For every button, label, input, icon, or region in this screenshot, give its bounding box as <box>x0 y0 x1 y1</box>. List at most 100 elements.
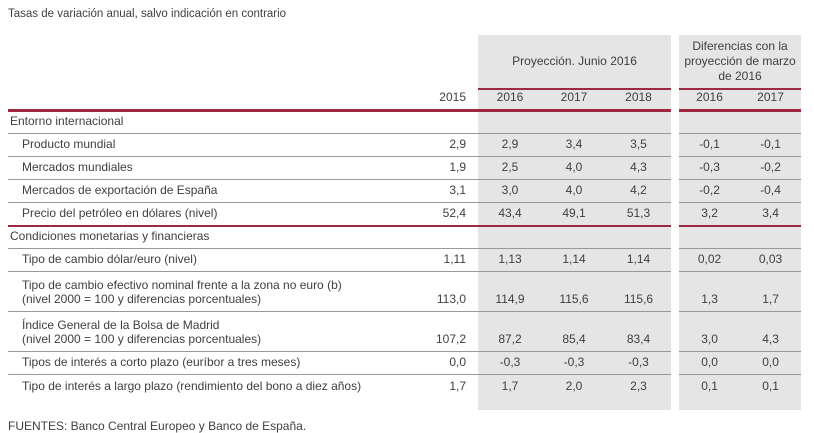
empty-cell <box>478 224 542 249</box>
value-cell: 4,0 <box>542 179 606 203</box>
value-cell: 51,3 <box>606 202 672 226</box>
value-cell: 0,02 <box>679 248 741 272</box>
table-row-section: Entorno internacional <box>8 109 802 134</box>
column-gap <box>671 133 680 157</box>
column-group-header-row: Proyección. Junio 2016 Diferencias con l… <box>8 35 802 90</box>
row-label: Tipos de interés a corto plazo (euríbor … <box>8 351 412 375</box>
empty-cell <box>679 224 741 249</box>
table-row: Mercados mundiales 1,9 2,5 4,0 4,3 -0,3 … <box>8 156 802 180</box>
empty-cell <box>478 397 542 410</box>
value-cell: 1,7 <box>478 374 542 398</box>
section-label: Condiciones monetarias y financieras <box>8 224 412 249</box>
empty-cell <box>412 398 478 410</box>
value-cell: 114,9 <box>478 271 542 312</box>
value-cell: -0,1 <box>740 133 802 157</box>
value-cell: 1,13 <box>478 248 542 272</box>
row-label: Tipo de cambio dólar/euro (nivel) <box>8 248 412 272</box>
value-cell: 4,3 <box>606 156 672 180</box>
value-cell: 107,2 <box>412 311 478 352</box>
value-cell: 115,6 <box>542 271 606 312</box>
value-cell: 0,0 <box>412 351 478 375</box>
value-cell: 113,0 <box>412 271 478 312</box>
row-label: Índice General de la Bolsa de Madrid (ni… <box>8 311 412 352</box>
table-row: Tipo de cambio dólar/euro (nivel) 1,11 1… <box>8 248 802 272</box>
value-cell: 2,0 <box>542 374 606 398</box>
table-row: Mercados de exportación de España 3,1 3,… <box>8 179 802 203</box>
year-header: 2017 <box>542 89 606 111</box>
empty-cell <box>478 109 542 134</box>
empty-cell <box>679 397 741 410</box>
value-cell: 87,2 <box>478 311 542 352</box>
value-cell: 3,2 <box>679 202 741 226</box>
row-label: Mercados mundiales <box>8 156 412 180</box>
empty-cell <box>542 109 606 134</box>
table-row: Tipo de cambio efectivo nominal frente a… <box>8 271 802 312</box>
empty-cell <box>542 397 606 410</box>
row-label: Precio del petróleo en dólares (nivel) <box>8 202 412 226</box>
empty-cell <box>8 398 412 410</box>
value-cell: 2,3 <box>606 374 672 398</box>
value-cell: 3,0 <box>679 311 741 352</box>
empty-cell <box>606 109 672 134</box>
empty-cell <box>412 35 478 89</box>
column-group-header-differences: Diferencias con la proyección de marzo d… <box>679 35 802 90</box>
value-cell: 0,0 <box>679 351 741 375</box>
empty-cell <box>8 35 412 89</box>
value-cell: -0,1 <box>679 133 741 157</box>
table-row-section: Condiciones monetarias y financieras <box>8 224 802 249</box>
column-gap <box>671 311 680 352</box>
column-gap <box>671 35 680 89</box>
value-cell: 0,1 <box>740 374 802 398</box>
value-cell: 3,1 <box>412 179 478 203</box>
table-footer-spacer <box>8 397 802 410</box>
value-cell: 49,1 <box>542 202 606 226</box>
value-cell: -0,3 <box>478 351 542 375</box>
year-header: 2018 <box>606 89 672 111</box>
section-label: Entorno internacional <box>8 109 412 134</box>
value-cell: -0,3 <box>679 156 741 180</box>
value-cell: 2,9 <box>478 133 542 157</box>
column-gap <box>671 271 680 312</box>
column-gap <box>671 179 680 203</box>
empty-cell <box>8 89 412 111</box>
value-cell: -0,4 <box>740 179 802 203</box>
column-gap <box>671 374 680 398</box>
value-cell: 1,14 <box>606 248 672 272</box>
projections-table: Proyección. Junio 2016 Diferencias con l… <box>8 35 802 410</box>
value-cell: 43,4 <box>478 202 542 226</box>
year-header: 2015 <box>439 90 466 104</box>
row-label: Tipo de cambio efectivo nominal frente a… <box>8 271 412 312</box>
value-cell: 1,9 <box>412 156 478 180</box>
value-cell: 0,1 <box>679 374 741 398</box>
table-note: Tasas de variación anual, salvo indicaci… <box>8 8 287 20</box>
row-label: Mercados de exportación de España <box>8 179 412 203</box>
row-label-line1: Índice General de la Bolsa de Madrid <box>22 318 220 332</box>
table-row: Producto mundial 2,9 2,9 3,4 3,5 -0,1 -0… <box>8 133 802 157</box>
value-cell: -0,3 <box>542 351 606 375</box>
column-gap <box>671 202 680 226</box>
column-gap <box>671 110 680 134</box>
value-cell: 85,4 <box>542 311 606 352</box>
value-cell: 52,4 <box>412 202 478 226</box>
value-cell: 1,11 <box>412 248 478 272</box>
empty-cell <box>740 397 802 410</box>
value-cell: 1,7 <box>740 271 802 312</box>
column-gap <box>671 156 680 180</box>
value-cell: 4,2 <box>606 179 672 203</box>
row-label: Producto mundial <box>8 133 412 157</box>
row-label: Tipo de interés a largo plazo (rendimien… <box>8 374 412 398</box>
year-header-row: 2015 2016 2017 2018 2016 2017 <box>8 89 802 111</box>
year-header: 2016 <box>478 89 542 111</box>
value-cell: 4,0 <box>542 156 606 180</box>
empty-cell <box>740 224 802 249</box>
row-label-line2: (nivel 2000 = 100 y diferencias porcentu… <box>22 292 262 306</box>
year-header: 2017 <box>740 89 802 111</box>
table-row: Precio del petróleo en dólares (nivel) 5… <box>8 202 802 226</box>
value-cell: 2,5 <box>478 156 542 180</box>
table-row: Índice General de la Bolsa de Madrid (ni… <box>8 311 802 352</box>
column-gap <box>671 225 680 249</box>
empty-cell <box>740 109 802 134</box>
column-gap <box>671 397 680 410</box>
value-cell: 4,3 <box>740 311 802 352</box>
